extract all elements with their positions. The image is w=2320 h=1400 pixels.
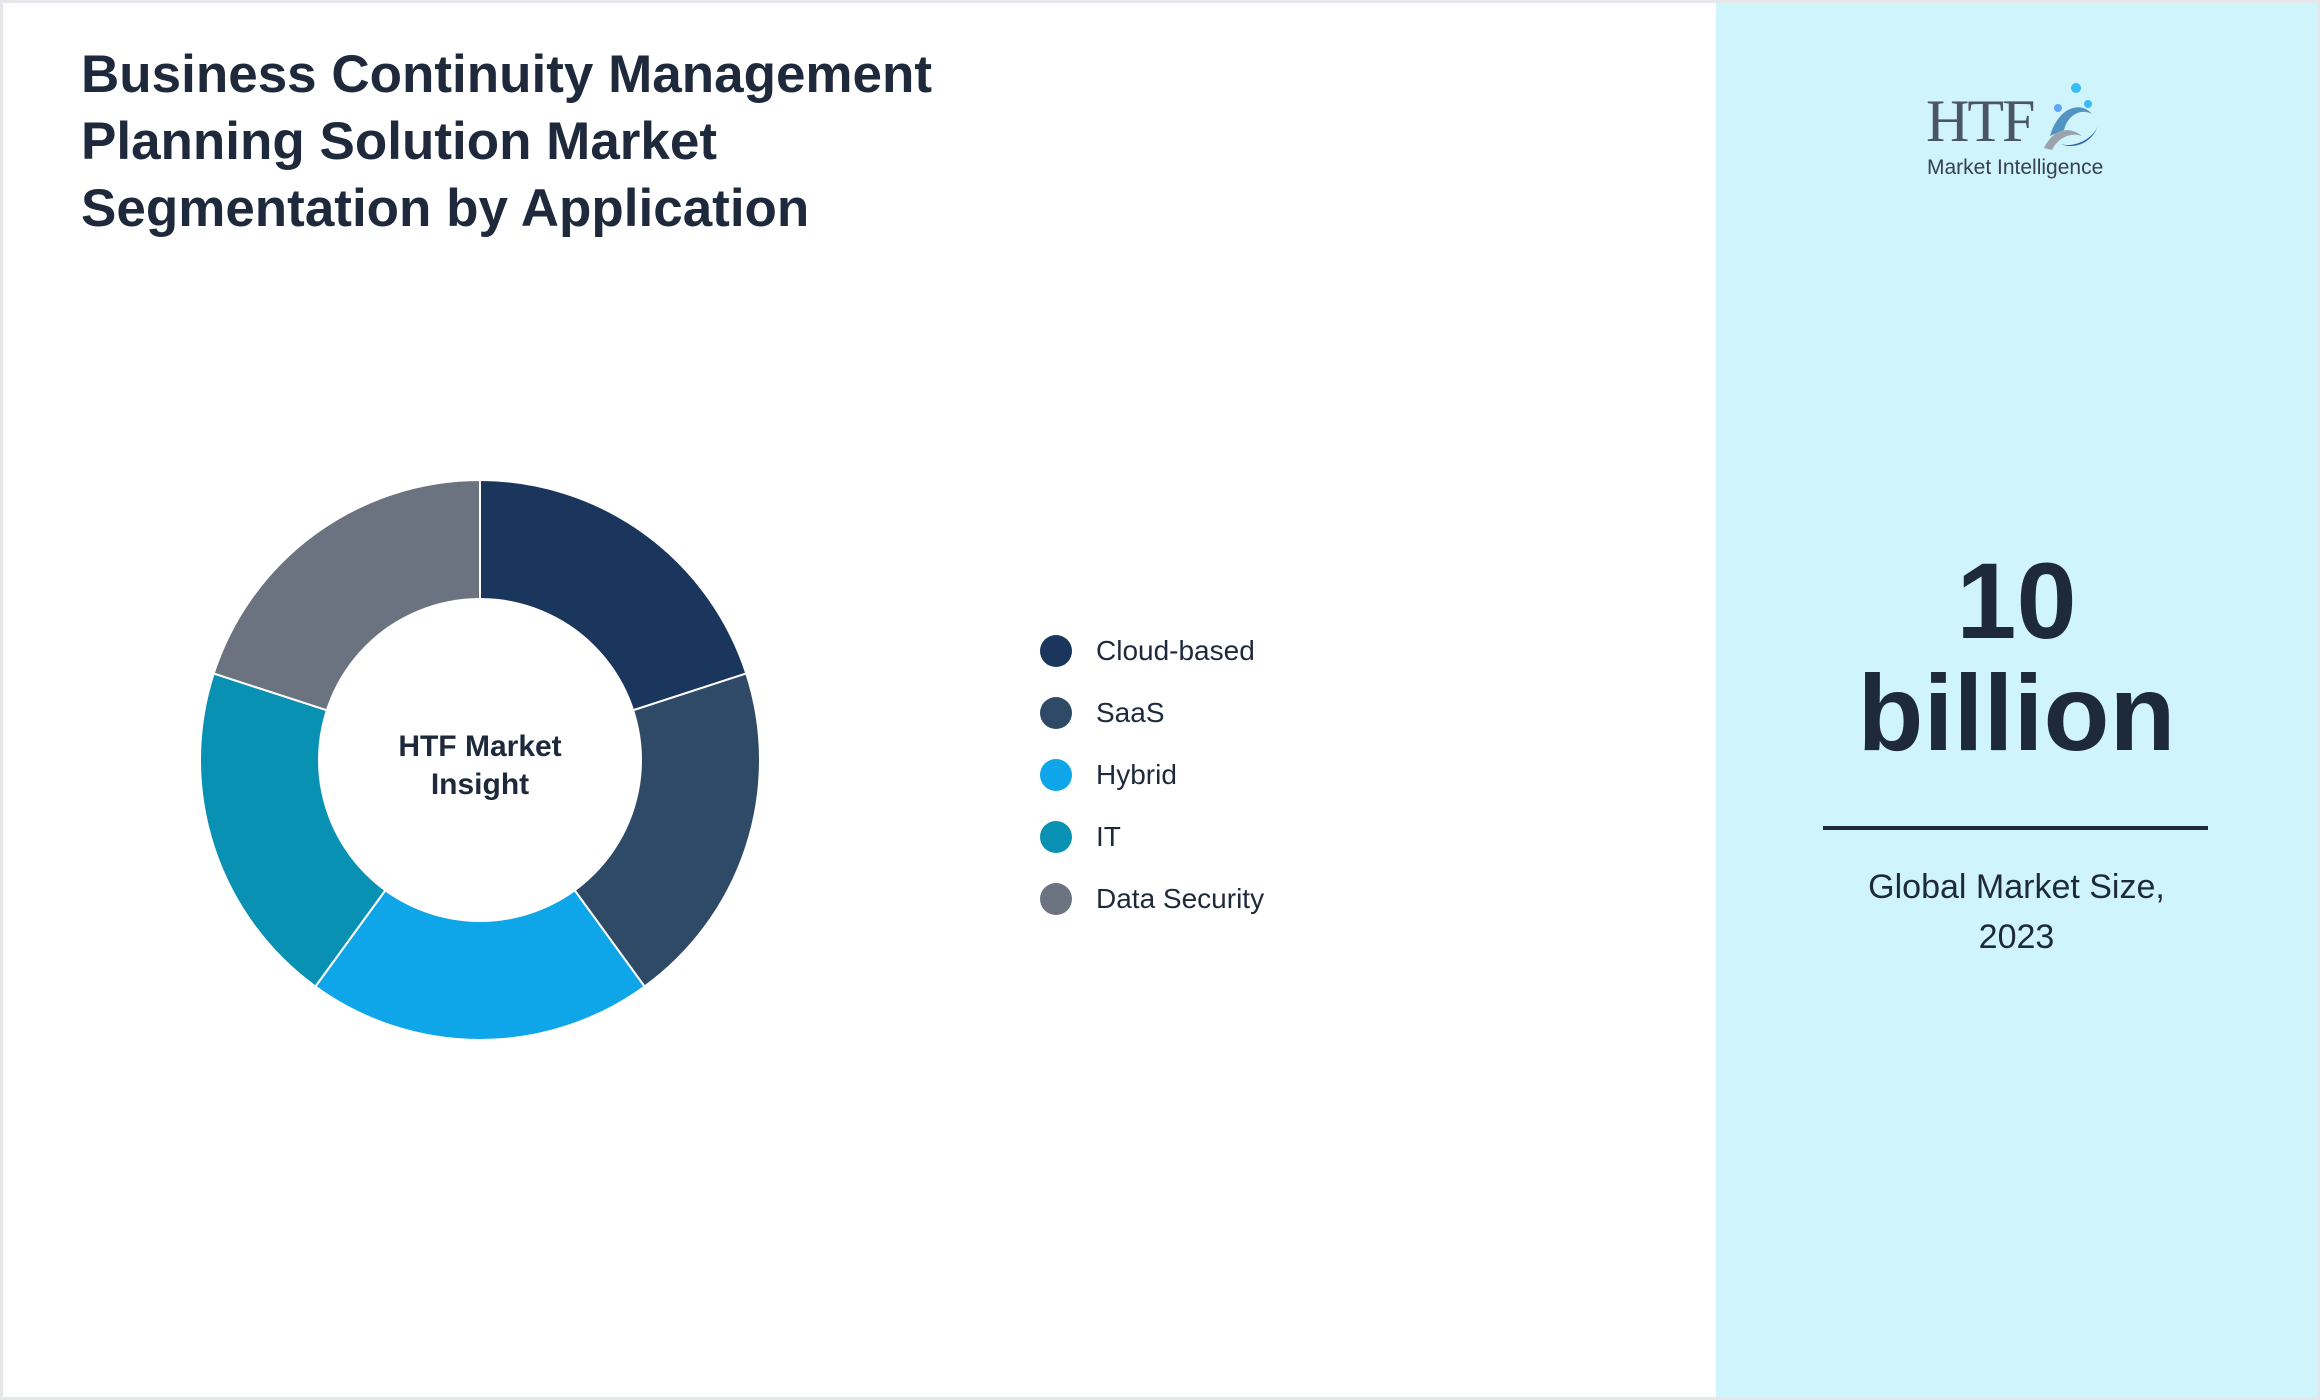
legend-item: IT <box>1040 806 1440 868</box>
legend-item: Hybrid <box>1040 744 1440 806</box>
htf-swirl-logo-icon <box>2044 83 2098 150</box>
divider <box>1823 826 2208 830</box>
title-line-3: Segmentation by Application <box>81 179 810 238</box>
caption-line-2: 2023 <box>1978 918 2055 956</box>
caption-line-1: Global Market Size, <box>1868 868 2165 906</box>
legend-label: Data Security <box>1096 883 1265 914</box>
page-title: Business Continuity Management Planning … <box>81 41 1181 242</box>
chart-legend: Cloud-based SaaS Hybrid IT Data Security <box>1040 620 1440 930</box>
title-line-2: Planning Solution Market <box>81 112 718 171</box>
legend-color-dot <box>1040 883 1072 915</box>
center-label-line-1: HTF Market <box>398 730 561 763</box>
market-size-caption: Global Market Size, 2023 <box>1716 862 2317 962</box>
market-size-value: 10 billion <box>1716 545 2317 769</box>
legend-label: Hybrid <box>1096 759 1177 790</box>
sidebar-panel <box>1716 3 2317 1397</box>
legend-color-dot <box>1040 821 1072 853</box>
legend-label: Cloud-based <box>1096 635 1255 666</box>
legend-item: SaaS <box>1040 682 1440 744</box>
htf-logo: HTF Market Intelligence <box>1920 72 2110 192</box>
legend-color-dot <box>1040 759 1072 791</box>
donut-hole <box>318 598 642 922</box>
title-line-1: Business Continuity Management <box>81 45 933 104</box>
legend-item: Cloud-based <box>1040 620 1440 682</box>
logo-subtitle: Market Intelligence <box>1927 156 2104 179</box>
legend-color-dot <box>1040 697 1072 729</box>
legend-color-dot <box>1040 635 1072 667</box>
legend-item: Data Security <box>1040 868 1440 930</box>
center-label-line-2: Insight <box>431 768 529 801</box>
logo-text: HTF <box>1926 88 2035 154</box>
market-size-number: 10 <box>1956 540 2077 661</box>
market-size-unit: billion <box>1857 652 2176 773</box>
legend-label: SaaS <box>1096 697 1165 728</box>
donut-chart: HTF Market Insight <box>199 478 761 1042</box>
legend-label: IT <box>1096 821 1121 852</box>
